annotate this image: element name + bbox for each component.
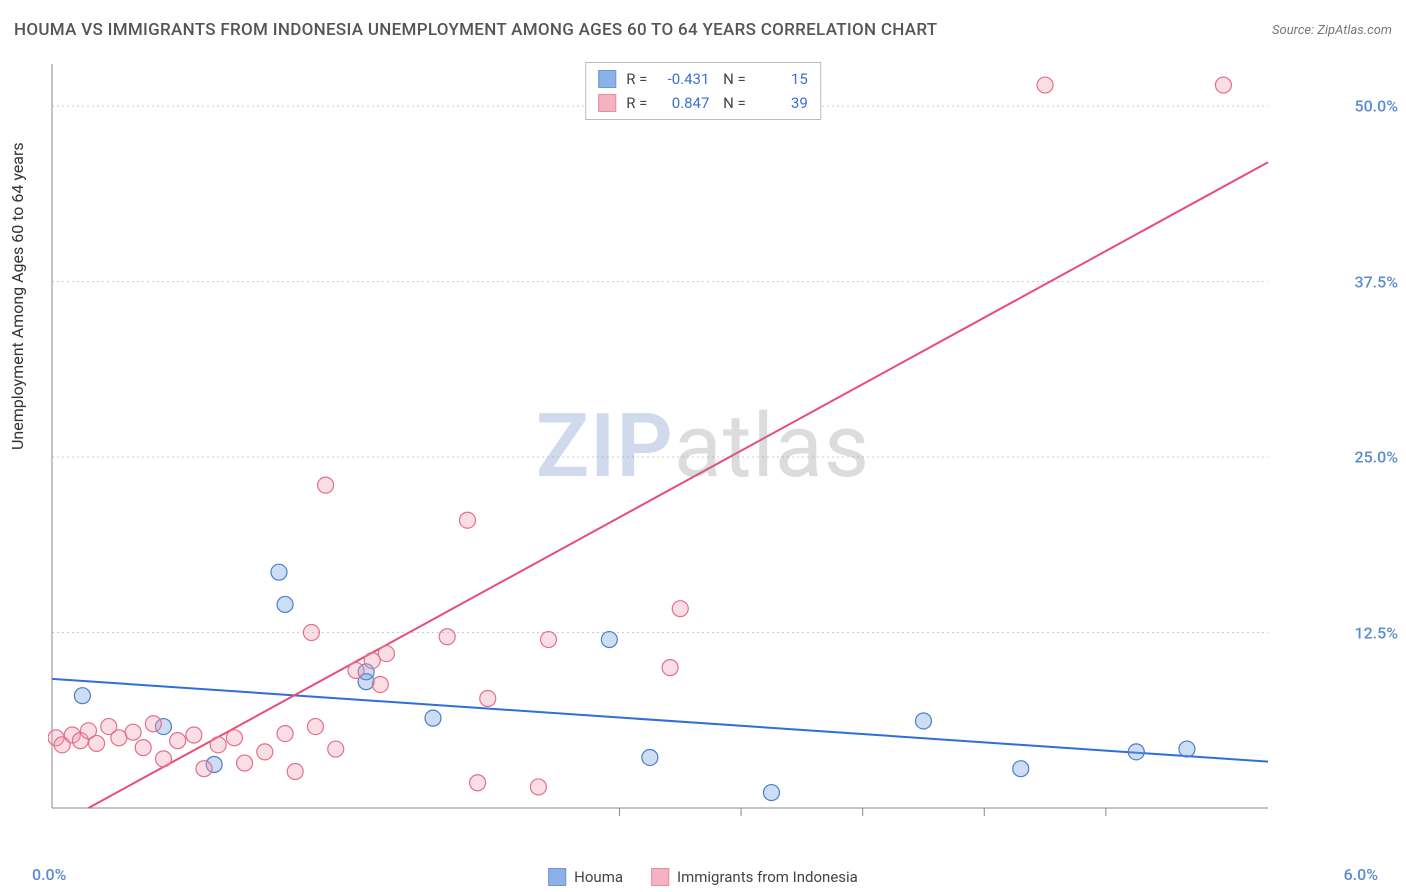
stat-r-indonesia: 0.847 xyxy=(657,91,709,115)
legend-item-indonesia: Immigrants from Indonesia xyxy=(651,868,858,886)
swatch-houma xyxy=(598,70,616,88)
stat-n-houma: 15 xyxy=(756,67,808,91)
stat-label: N = xyxy=(719,67,745,91)
chart-header: HOUMA VS IMMIGRANTS FROM INDONESIA UNEMP… xyxy=(14,20,1392,40)
stats-legend-box: R = -0.431 N = 15 R = 0.847 N = 39 xyxy=(585,62,821,120)
y-tick-label: 25.0% xyxy=(1354,448,1398,467)
y-tick-label: 12.5% xyxy=(1354,623,1398,642)
legend-label: Immigrants from Indonesia xyxy=(677,868,858,886)
stat-label: R = xyxy=(626,67,647,91)
x-tick-label: 0.0% xyxy=(32,865,66,884)
stats-row-houma: R = -0.431 N = 15 xyxy=(598,67,808,91)
legend-label: Houma xyxy=(574,868,623,886)
swatch-indonesia xyxy=(598,94,616,112)
legend-item-houma: Houma xyxy=(548,868,623,886)
swatch-indonesia xyxy=(651,868,669,886)
x-tick-label: 6.0% xyxy=(1344,865,1378,884)
y-tick-label: 37.5% xyxy=(1354,272,1398,291)
stat-label: N = xyxy=(719,91,745,115)
swatch-houma xyxy=(548,868,566,886)
plot-area xyxy=(48,60,1328,830)
stat-n-indonesia: 39 xyxy=(756,91,808,115)
bottom-legend: Houma Immigrants from Indonesia xyxy=(548,868,858,886)
chart-title: HOUMA VS IMMIGRANTS FROM INDONESIA UNEMP… xyxy=(14,20,937,40)
chart-svg xyxy=(48,60,1328,830)
stats-row-indonesia: R = 0.847 N = 39 xyxy=(598,91,808,115)
source-label: Source: ZipAtlas.com xyxy=(1272,23,1392,38)
y-tick-label: 50.0% xyxy=(1354,97,1398,116)
stat-label: R = xyxy=(626,91,647,115)
y-axis-label: Unemployment Among Ages 60 to 64 years xyxy=(8,142,27,450)
stat-r-houma: -0.431 xyxy=(657,67,709,91)
